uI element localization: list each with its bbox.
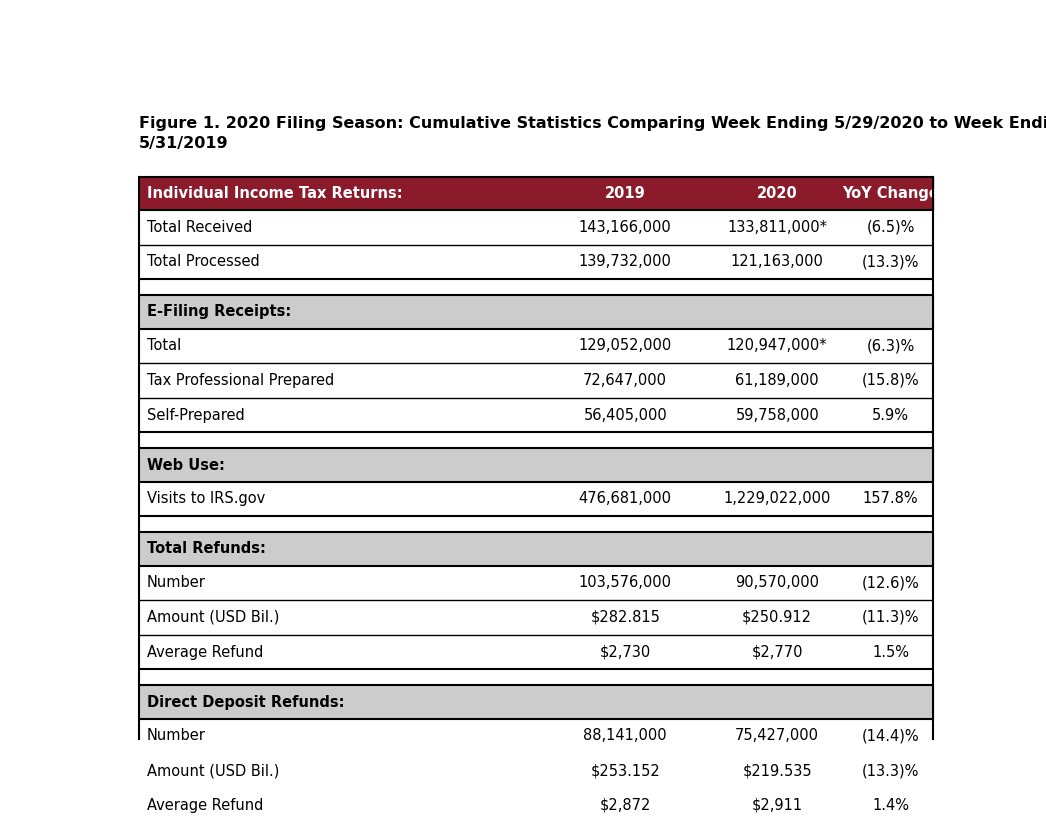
Bar <box>139 532 933 566</box>
Text: (11.3)%: (11.3)% <box>862 610 919 625</box>
Text: $2,872: $2,872 <box>599 798 651 813</box>
Text: Number: Number <box>146 729 206 744</box>
Bar <box>139 363 933 398</box>
Text: Total Processed: Total Processed <box>146 255 259 270</box>
Bar <box>139 295 933 329</box>
Bar <box>139 600 933 635</box>
Text: $253.152: $253.152 <box>590 763 660 778</box>
Text: 139,732,000: 139,732,000 <box>578 255 672 270</box>
Text: E-Filing Receipts:: E-Filing Receipts: <box>146 305 291 319</box>
Text: 2019: 2019 <box>605 186 645 201</box>
Text: Tax Professional Prepared: Tax Professional Prepared <box>146 373 335 388</box>
Text: 72,647,000: 72,647,000 <box>584 373 667 388</box>
Text: Self-Prepared: Self-Prepared <box>146 408 245 423</box>
Text: 56,405,000: 56,405,000 <box>584 408 667 423</box>
Text: 157.8%: 157.8% <box>863 492 918 507</box>
Text: $219.535: $219.535 <box>743 763 812 778</box>
Text: Visits to IRS.gov: Visits to IRS.gov <box>146 492 266 507</box>
Bar <box>139 719 933 753</box>
Text: 90,570,000: 90,570,000 <box>735 576 819 591</box>
Text: 59,758,000: 59,758,000 <box>735 408 819 423</box>
Text: YoY Change: YoY Change <box>842 186 939 201</box>
Text: Amount (USD Bil.): Amount (USD Bil.) <box>146 610 279 625</box>
Text: (15.8)%: (15.8)% <box>862 373 919 388</box>
Text: Number: Number <box>146 576 206 591</box>
Text: (6.3)%: (6.3)% <box>866 339 915 354</box>
Text: 121,163,000: 121,163,000 <box>731 255 823 270</box>
Bar <box>139 448 933 482</box>
Text: Web Use:: Web Use: <box>146 458 225 473</box>
Text: 1,229,022,000: 1,229,022,000 <box>724 492 831 507</box>
Bar <box>139 753 933 788</box>
Bar <box>139 245 933 280</box>
Bar <box>139 635 933 670</box>
Text: 1.5%: 1.5% <box>872 645 909 660</box>
Text: (14.4)%: (14.4)% <box>862 729 919 744</box>
Bar <box>139 329 933 363</box>
Text: $250.912: $250.912 <box>743 610 813 625</box>
Text: Figure 1. 2020 Filing Season: Cumulative Statistics Comparing Week Ending 5/29/2: Figure 1. 2020 Filing Season: Cumulative… <box>139 116 1046 151</box>
Text: Total Received: Total Received <box>146 220 252 235</box>
Bar <box>139 788 933 823</box>
Text: (13.3)%: (13.3)% <box>862 763 919 778</box>
Text: 129,052,000: 129,052,000 <box>578 339 672 354</box>
Text: Amount (USD Bil.): Amount (USD Bil.) <box>146 763 279 778</box>
Text: Total Refunds:: Total Refunds: <box>146 542 266 557</box>
Text: 120,947,000*: 120,947,000* <box>727 339 827 354</box>
Bar <box>139 210 933 245</box>
Bar <box>139 482 933 517</box>
Text: (12.6)%: (12.6)% <box>862 576 919 591</box>
Text: 1.4%: 1.4% <box>872 798 909 813</box>
Text: Total: Total <box>146 339 181 354</box>
Text: Average Refund: Average Refund <box>146 645 264 660</box>
Text: Direct Deposit Refunds:: Direct Deposit Refunds: <box>146 695 344 710</box>
Bar <box>139 566 933 600</box>
Text: 61,189,000: 61,189,000 <box>735 373 819 388</box>
Text: 75,427,000: 75,427,000 <box>735 729 819 744</box>
Text: (13.3)%: (13.3)% <box>862 255 919 270</box>
Bar <box>139 176 933 210</box>
Text: Average Refund: Average Refund <box>146 798 264 813</box>
Text: 143,166,000: 143,166,000 <box>578 220 672 235</box>
Text: 476,681,000: 476,681,000 <box>578 492 672 507</box>
Text: $2,911: $2,911 <box>752 798 803 813</box>
Text: $2,730: $2,730 <box>599 645 651 660</box>
Bar <box>139 686 933 719</box>
Text: 5.9%: 5.9% <box>872 408 909 423</box>
Text: (6.5)%: (6.5)% <box>866 220 915 235</box>
Text: 103,576,000: 103,576,000 <box>578 576 672 591</box>
Text: 2020: 2020 <box>757 186 798 201</box>
Text: $282.815: $282.815 <box>590 610 660 625</box>
Text: 133,811,000*: 133,811,000* <box>727 220 827 235</box>
Text: $2,770: $2,770 <box>751 645 803 660</box>
Text: Individual Income Tax Returns:: Individual Income Tax Returns: <box>146 186 403 201</box>
Text: 88,141,000: 88,141,000 <box>584 729 667 744</box>
Bar <box>139 398 933 433</box>
